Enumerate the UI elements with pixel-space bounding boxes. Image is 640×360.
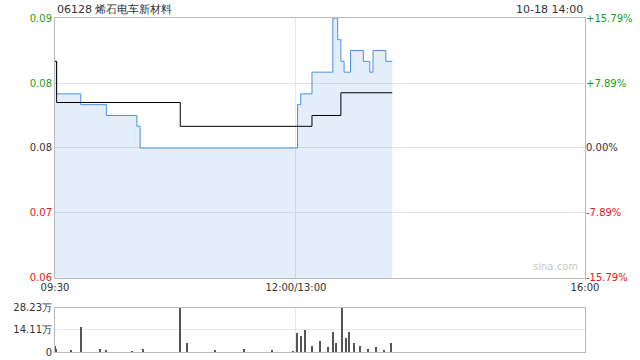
svg-text:12:00/13:00: 12:00/13:00 — [265, 282, 326, 293]
svg-text:sina.com: sina.com — [533, 261, 578, 272]
svg-text:0.08: 0.08 — [30, 142, 52, 153]
svg-text:28.23万: 28.23万 — [13, 302, 52, 313]
svg-text:0: 0 — [46, 347, 52, 358]
svg-text:0.08: 0.08 — [30, 78, 52, 89]
svg-text:14.11万: 14.11万 — [13, 324, 52, 335]
svg-text:+7.89%: +7.89% — [586, 78, 626, 89]
svg-text:-7.89%: -7.89% — [586, 207, 621, 218]
svg-text:0.09: 0.09 — [30, 13, 52, 24]
svg-text:0.07: 0.07 — [30, 207, 52, 218]
svg-text:10-18 14:00: 10-18 14:00 — [516, 3, 583, 16]
svg-text:09:30: 09:30 — [41, 282, 70, 293]
svg-text:-15.79%: -15.79% — [586, 272, 628, 283]
svg-text:0.00%: 0.00% — [586, 142, 618, 153]
svg-text:16:00: 16:00 — [571, 282, 600, 293]
svg-text:06128 烯石电车新材料: 06128 烯石电车新材料 — [57, 3, 173, 16]
svg-text:+15.79%: +15.79% — [586, 13, 633, 24]
svg-text:0.06: 0.06 — [30, 272, 52, 283]
